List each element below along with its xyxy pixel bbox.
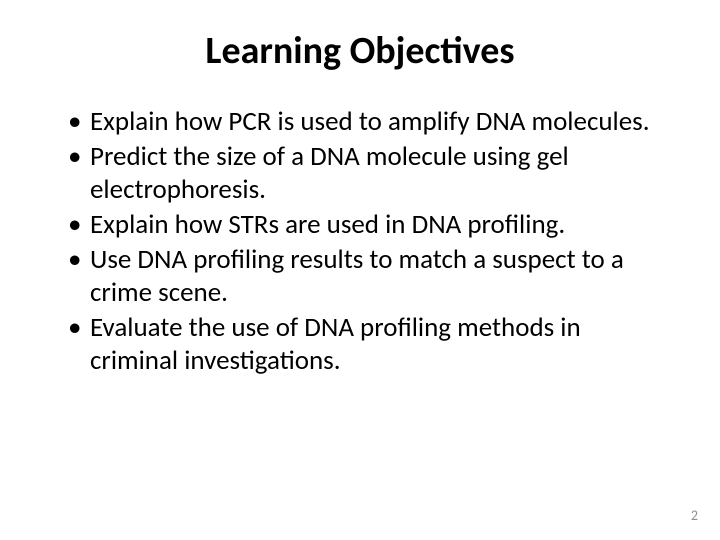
page-number: 2 — [691, 507, 698, 524]
slide-title: Learning Objectives — [50, 28, 670, 74]
slide-container: Learning Objectives Explain how PCR is u… — [0, 0, 720, 540]
bullet-item: Explain how STRs are used in DNA profili… — [68, 209, 670, 242]
bullet-item: Predict the size of a DNA molecule using… — [68, 141, 670, 207]
bullet-item: Explain how PCR is used to amplify DNA m… — [68, 106, 670, 139]
bullet-item: Use DNA profiling results to match a sus… — [68, 244, 670, 310]
bullet-list: Explain how PCR is used to amplify DNA m… — [50, 106, 670, 378]
bullet-item: Evaluate the use of DNA profiling method… — [68, 312, 670, 378]
